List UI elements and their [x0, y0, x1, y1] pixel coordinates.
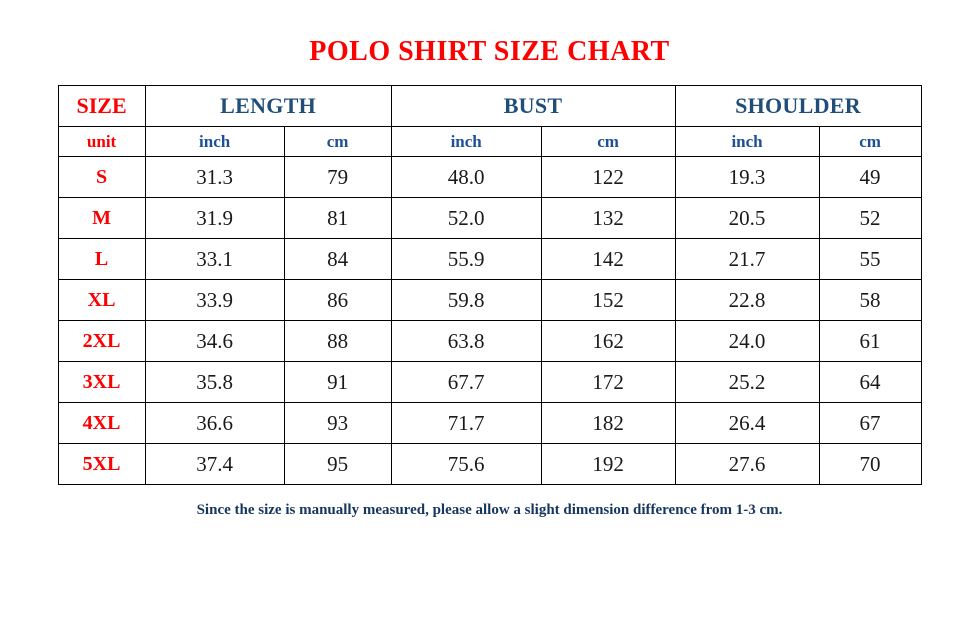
value-cell: 91 — [283, 361, 392, 403]
unit-cell-cm-3: cm — [540, 126, 676, 157]
unit-label: unit — [57, 126, 146, 157]
table-row-5xl: 5XL 37.4 95 75.6 192 27.6 70 — [57, 443, 922, 485]
value-cell: 59.8 — [390, 279, 542, 321]
value-cell: 152 — [540, 279, 676, 321]
value-cell: 81 — [283, 197, 392, 239]
unit-cell-inch-4: inch — [674, 126, 820, 157]
value-cell: 142 — [540, 238, 676, 280]
value-cell: 52 — [818, 197, 922, 239]
value-cell: 52.0 — [390, 197, 542, 239]
value-cell: 61 — [818, 320, 922, 362]
col-header-length: LENGTH — [144, 85, 392, 127]
value-cell: 21.7 — [674, 238, 820, 280]
table-unit-row: unit inch cm inch cm inch cm — [57, 126, 922, 157]
size-label: L — [57, 238, 146, 280]
value-cell: 55 — [818, 238, 922, 280]
unit-cell-cm-5: cm — [818, 126, 922, 157]
value-cell: 25.2 — [674, 361, 820, 403]
value-cell: 27.6 — [674, 443, 820, 485]
value-cell: 35.8 — [144, 361, 285, 403]
value-cell: 95 — [283, 443, 392, 485]
value-cell: 71.7 — [390, 402, 542, 444]
value-cell: 22.8 — [674, 279, 820, 321]
size-label: 5XL — [57, 443, 146, 485]
value-cell: 31.3 — [144, 156, 285, 198]
value-cell: 34.6 — [144, 320, 285, 362]
value-cell: 67.7 — [390, 361, 542, 403]
table-row-m: M 31.9 81 52.0 132 20.5 52 — [57, 197, 922, 239]
value-cell: 24.0 — [674, 320, 820, 362]
value-cell: 48.0 — [390, 156, 542, 198]
table-row-3xl: 3XL 35.8 91 67.7 172 25.2 64 — [57, 361, 922, 403]
value-cell: 93 — [283, 402, 392, 444]
table-header-row: SIZE LENGTH BUST SHOULDER — [57, 85, 922, 127]
value-cell: 64 — [818, 361, 922, 403]
size-label: 4XL — [57, 402, 146, 444]
value-cell: 162 — [540, 320, 676, 362]
value-cell: 36.6 — [144, 402, 285, 444]
value-cell: 192 — [540, 443, 676, 485]
table-row-4xl: 4XL 36.6 93 71.7 182 26.4 67 — [57, 402, 922, 444]
value-cell: 58 — [818, 279, 922, 321]
value-cell: 49 — [818, 156, 922, 198]
unit-cell-cm-1: cm — [283, 126, 392, 157]
value-cell: 172 — [540, 361, 676, 403]
col-header-shoulder: SHOULDER — [674, 85, 922, 127]
value-cell: 26.4 — [674, 402, 820, 444]
unit-cell-inch-2: inch — [390, 126, 542, 157]
value-cell: 122 — [540, 156, 676, 198]
value-cell: 67 — [818, 402, 922, 444]
value-cell: 55.9 — [390, 238, 542, 280]
table-row-s: S 31.3 79 48.0 122 19.3 49 — [57, 156, 922, 198]
value-cell: 75.6 — [390, 443, 542, 485]
measurement-note: Since the size is manually measured, ple… — [196, 502, 783, 518]
value-cell: 88 — [283, 320, 392, 362]
value-cell: 79 — [283, 156, 392, 198]
size-label: S — [57, 156, 146, 198]
table-row-xl: XL 33.9 86 59.8 152 22.8 58 — [57, 279, 922, 321]
size-label: M — [57, 197, 146, 239]
size-label: 2XL — [57, 320, 146, 362]
table-row-l: L 33.1 84 55.9 142 21.7 55 — [57, 238, 922, 280]
value-cell: 31.9 — [144, 197, 285, 239]
col-header-bust: BUST — [390, 85, 676, 127]
value-cell: 33.1 — [144, 238, 285, 280]
value-cell: 63.8 — [390, 320, 542, 362]
value-cell: 20.5 — [674, 197, 820, 239]
table-row-2xl: 2XL 34.6 88 63.8 162 24.0 61 — [57, 320, 922, 362]
value-cell: 182 — [540, 402, 676, 444]
page-title: POLO SHIRT SIZE CHART — [309, 36, 670, 67]
size-label: XL — [57, 279, 146, 321]
value-cell: 132 — [540, 197, 676, 239]
value-cell: 84 — [283, 238, 392, 280]
value-cell: 37.4 — [144, 443, 285, 485]
value-cell: 86 — [283, 279, 392, 321]
unit-cell-inch-0: inch — [144, 126, 285, 157]
value-cell: 33.9 — [144, 279, 285, 321]
value-cell: 70 — [818, 443, 922, 485]
size-chart-table: SIZE LENGTH BUST SHOULDER unit inch cm inc… — [57, 85, 922, 485]
col-header-size: SIZE — [57, 85, 146, 127]
value-cell: 19.3 — [674, 156, 820, 198]
size-label: 3XL — [57, 361, 146, 403]
